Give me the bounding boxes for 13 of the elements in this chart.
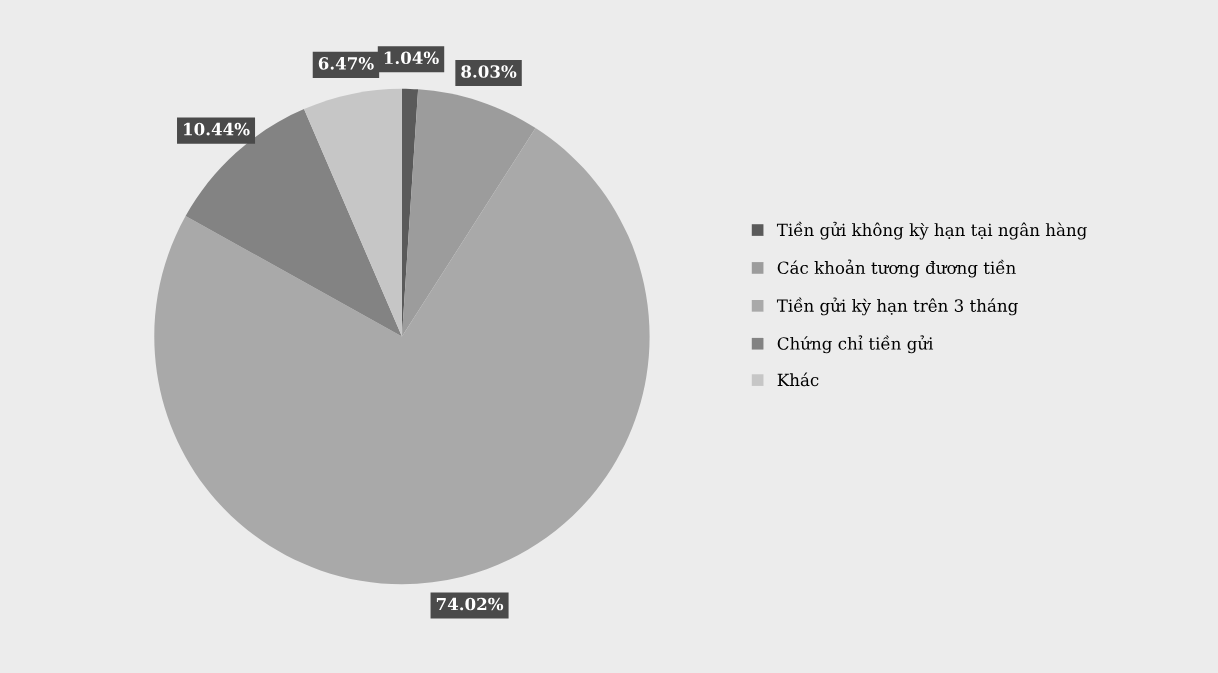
data-label: 10.44% [184,122,250,136]
pie-slice [185,109,402,337]
data-label: 8.03% [461,65,517,78]
legend-label: Tiền gửi kỳ hạn trên 3 tháng [776,297,1018,316]
legend-label: Các khoản tương đương tiền [777,259,1016,278]
pie-slice [304,88,402,337]
pie-slice [401,89,536,337]
data-label: 1.04% [384,51,439,65]
legend-label: Khác [777,372,819,387]
data-label: 74.02% [436,597,504,611]
legend-label: Tiền gửi không kỳ hạn tại ngân hàng [776,221,1087,240]
data-label: 6.47% [318,57,374,70]
legend-label: Chứng chỉ tiền gửi [777,335,934,354]
